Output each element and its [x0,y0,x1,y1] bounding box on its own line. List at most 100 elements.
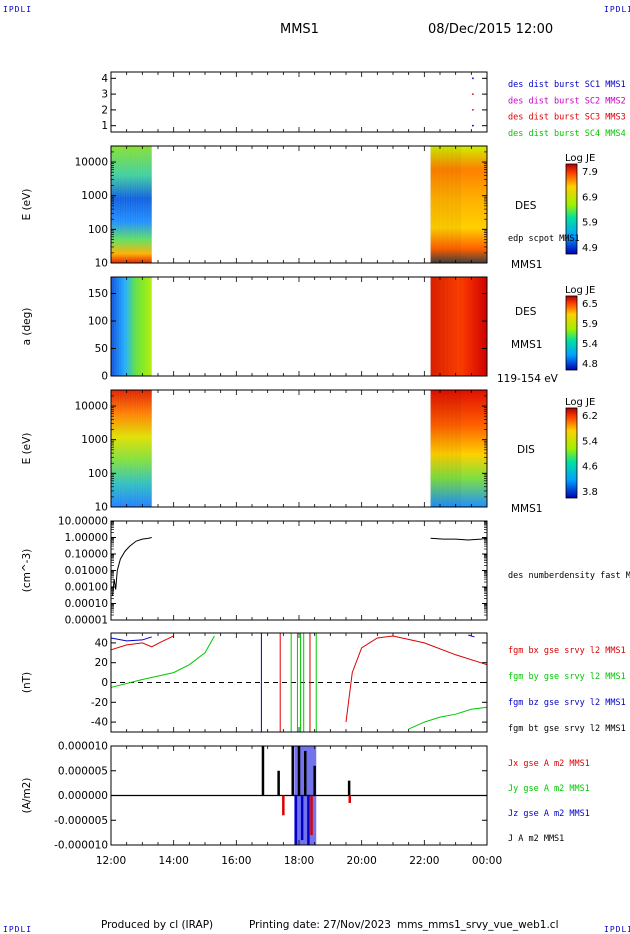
y-tick-label: 10000 [75,401,108,413]
y-axis-label: (nT) [21,672,33,693]
field-series-line [345,635,488,723]
colorbar [565,295,578,371]
y-tick-label: 40 [95,637,108,649]
y-tick-label: 0.000010 [58,741,108,753]
y-tick-label: 150 [88,288,108,300]
colorbar-tick-label: 3.8 [582,487,598,498]
footer-produced-by: Produced by cl (IRAP) [101,919,214,931]
corner-label-top-left: IPDLI [3,5,33,14]
y-tick-label: 10 [95,502,108,514]
y-tick-label: 10 [95,258,108,270]
colorbar-tick-label: 5.4 [582,339,598,350]
legend-entry: J A m2 MMS1 [508,834,564,844]
y-tick-label: 0.00001 [65,615,108,627]
y-tick-label: 0 [101,371,108,383]
spectrogram-block [111,390,152,507]
y-tick-label: 0.00100 [65,582,108,594]
colorbar-tick-label: 4.6 [582,462,598,473]
y-tick-label: 4 [101,73,108,85]
y-tick-label: 0.00010 [65,598,108,610]
y-axis-label: E (eV) [21,433,33,465]
y-axis-label: E (eV) [21,189,33,221]
colorbar-tick-label: 4.8 [582,359,598,370]
density-series-line [430,537,488,541]
colorbar-title: Log JE [565,153,595,164]
time-tick-label: 12:00 [96,855,126,867]
y-tick-label: 0.10000 [65,549,108,561]
y-tick-label: 0.01000 [65,565,108,577]
legend-entry: fgm bx gse srvy l2 MMS1 [508,646,626,656]
y-tick-label: -0.000005 [54,815,108,827]
y-axis-label: (A/m2) [21,778,33,814]
corner-label-bottom-left: IPDLI [3,925,33,934]
colorbar-tick-label: 6.2 [582,411,598,422]
legend-entry: fgm by gse srvy l2 MMS1 [508,672,626,682]
energy-range-label: 119-154 eV [497,373,559,385]
legend-entry: fgm bz gse srvy l2 MMS1 [508,698,626,708]
spectrogram-block [430,146,487,263]
legend-entry: des dist burst SC4 MMS4 [508,129,626,139]
y-tick-label: 0 [101,677,108,689]
time-tick-label: 14:00 [159,855,189,867]
field-series-line [110,636,152,642]
y-tick-label: 3 [101,89,108,101]
time-tick-label: 16:00 [221,855,251,867]
page-datetime: 08/Dec/2015 12:00 [428,22,554,37]
legend-entry: des dist burst SC2 MMS2 [508,96,626,106]
field-series-line [408,706,488,730]
y-tick-label: -40 [91,717,108,729]
legend-entry: Jx gse A m2 MMS1 [508,759,590,769]
page-title: MMS1 [280,22,319,37]
legend-entry: des dist burst SC1 MMS1 [508,80,626,90]
time-tick-label: 22:00 [409,855,439,867]
spectrogram-block [111,146,152,263]
y-tick-label: -20 [91,697,108,709]
y-tick-label: 0.000005 [58,765,108,777]
legend-entry: fgm bt gse srvy l2 MMS1 [508,724,626,734]
colorbar [565,407,578,499]
legend-entry: Jz gse A m2 MMS1 [508,809,590,819]
spectrogram-block [111,277,152,376]
y-tick-label: 10000 [75,157,108,169]
footer-printing-date: Printing date: 27/Nov/2023 [249,919,391,931]
y-tick-label: 10.00000 [58,516,108,528]
colorbar-title: Log JE [565,285,595,296]
spacecraft-label: MMS1 [511,259,542,271]
y-axis-label: a (deg) [21,308,33,346]
panel-frame-density [110,520,488,621]
instrument-label: DES [515,200,537,212]
burst-point [472,77,474,80]
colorbar [565,163,578,255]
y-tick-label: 1000 [81,434,108,446]
burst-point [472,124,474,127]
spacecraft-label: MMS1 [511,503,542,515]
density-series-line [112,537,152,596]
colorbar-title: Log JE [565,397,595,408]
spectrogram-block [430,390,487,507]
time-tick-label: 00:00 [472,855,502,867]
burst-point [472,93,474,96]
footer-filename: mms_mms1_srvy_vue_web1.cl [397,919,559,931]
colorbar-tick-label: 6.9 [582,192,598,203]
potential-label: edp scpot MMS1 [508,234,580,244]
panel-frame-burst [110,71,488,133]
y-tick-label: 100 [88,316,108,328]
colorbar-tick-label: 7.9 [582,167,598,178]
burst-point [472,108,474,111]
instrument-label: DES [515,306,537,318]
corner-label-top-right: IPDLI [604,5,630,14]
y-tick-label: 100 [88,468,108,480]
y-tick-label: 1.00000 [65,532,108,544]
y-tick-label: 20 [95,657,108,669]
y-tick-label: 1 [101,120,108,132]
y-tick-label: -0.000010 [54,840,108,852]
colorbar-tick-label: 5.9 [582,218,598,229]
spacecraft-label: MMS1 [511,339,542,351]
legend-entry: des dist burst SC3 MMS3 [508,113,626,123]
colorbar-tick-label: 4.9 [582,243,598,254]
colorbar-tick-label: 6.5 [582,299,598,310]
legend-entry: Jy gse A m2 MMS1 [508,784,590,794]
y-tick-label: 100 [88,224,108,236]
field-series-line [110,635,174,651]
